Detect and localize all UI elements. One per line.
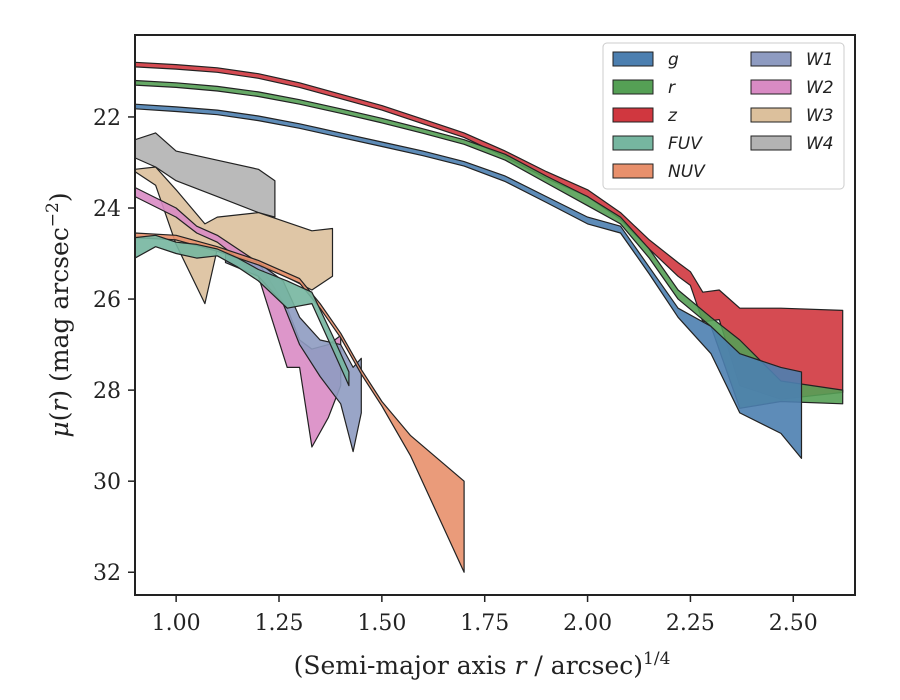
legend-label-nuv: NUV	[668, 162, 706, 182]
legend-label-w1: W1	[806, 50, 834, 70]
legend-label-w4: W4	[806, 134, 834, 154]
x-tick-label: 1.75	[460, 611, 509, 636]
y-tick-label: 30	[93, 470, 121, 495]
legend-label-z: z	[667, 106, 678, 126]
x-tick-label: 2.25	[666, 611, 715, 636]
plot-frame	[134, 34, 856, 596]
legend-swatch-w4	[750, 135, 792, 151]
x-axis-label: (Semi-major axis r / arcsec)1/4	[294, 649, 671, 680]
band-w3	[135, 166, 334, 305]
legend-label-fuv: FUV	[668, 134, 703, 154]
band-g	[135, 103, 803, 459]
x-tick-label: 1.50	[357, 611, 406, 636]
legend-swatch-fuv	[612, 135, 654, 151]
legend-swatch-r	[612, 79, 654, 95]
y-tick-label: 22	[93, 106, 121, 131]
y-axis: 22 24 26 28 30 32	[93, 106, 135, 586]
x-tick-label: 2.00	[563, 611, 612, 636]
legend: grz FUV NUV W1 W2 W3 W4	[602, 42, 845, 190]
legend-label-g: g	[668, 50, 679, 70]
legend-swatch-nuv	[612, 163, 654, 179]
y-axis-label: μ(r) (mag arcsec−2)	[43, 192, 74, 437]
legend-label-w2: W2	[806, 78, 834, 98]
legend-label-r: r	[668, 78, 676, 98]
band-nuv	[135, 232, 465, 573]
legend-label-w3: W3	[806, 106, 834, 126]
x-axis: 1.00 1.25 1.50 1.75 2.00 2.25 2.50	[152, 595, 818, 636]
y-tick-label: 28	[93, 379, 121, 404]
y-tick-label: 26	[93, 288, 121, 313]
legend-swatch-z	[612, 107, 654, 123]
y-tick-label: 24	[93, 197, 121, 222]
x-tick-label: 1.00	[152, 611, 201, 636]
legend-swatch-w1	[750, 51, 792, 67]
legend-swatch-w3	[750, 107, 792, 123]
bands-layer	[135, 61, 844, 573]
band-fuv	[135, 234, 350, 387]
legend-swatch-w2	[750, 79, 792, 95]
x-tick-label: 2.50	[769, 611, 818, 636]
legend-swatch-g	[612, 51, 654, 67]
x-tick-label: 1.25	[255, 611, 304, 636]
y-tick-label: 32	[93, 561, 121, 586]
